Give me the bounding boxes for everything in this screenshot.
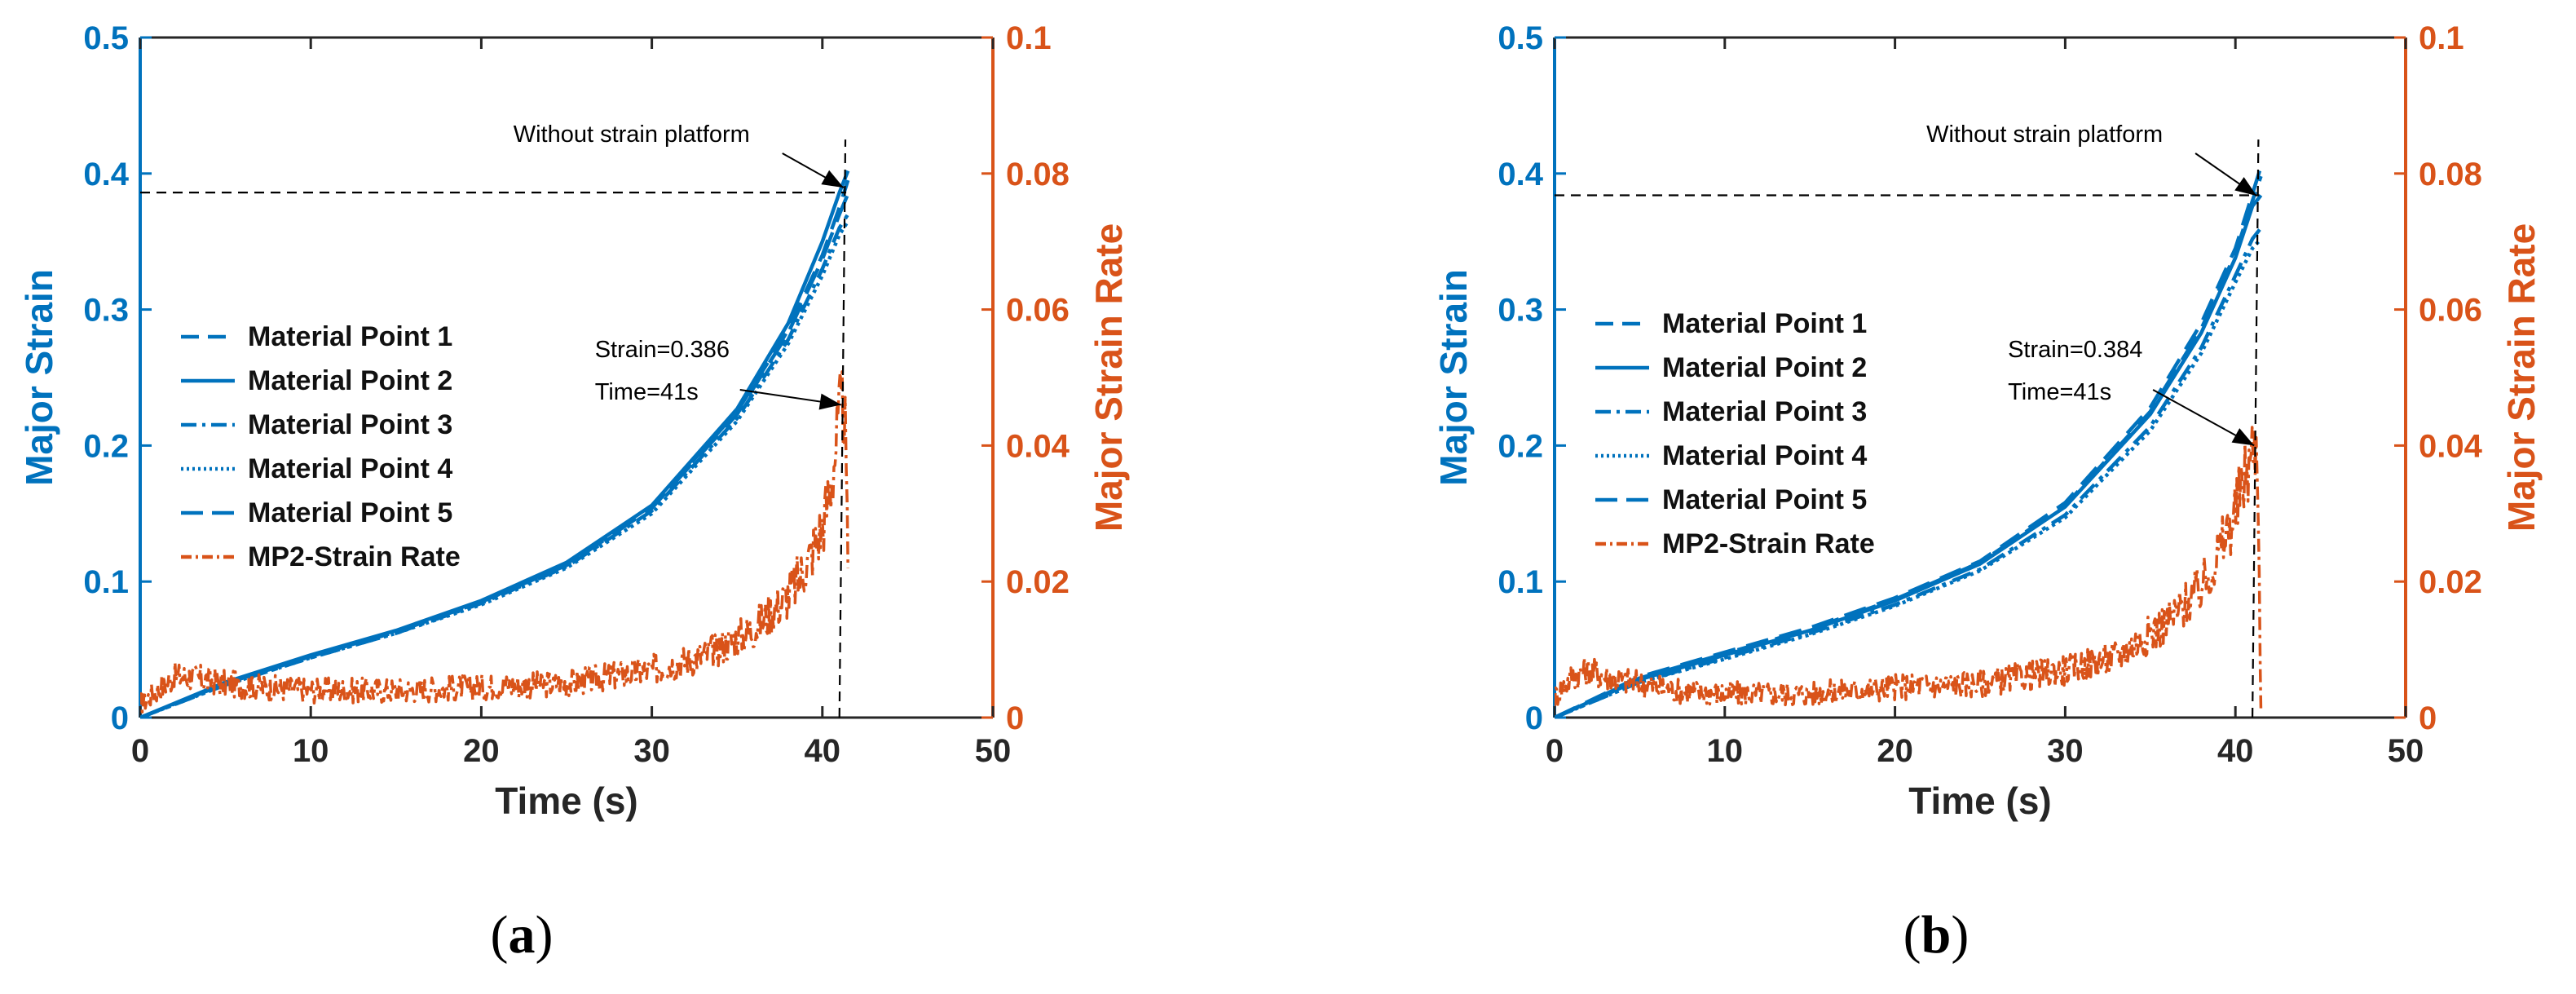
x-tick-label: 50 (975, 733, 1012, 769)
y-right-tick-label: 0.02 (2419, 564, 2482, 600)
chart-panel-b: 0 10 20 30 40 5000.10.20.30.40.500.020.040.06… (1432, 20, 2543, 965)
legend-label-1: Material Point 1 (1662, 308, 1867, 339)
y-left-tick-label: 0.4 (1498, 157, 1543, 192)
annotation-peak-arrow-head (2231, 428, 2255, 446)
series-line-2 (1555, 194, 2263, 718)
y-left-tick-label: 0.2 (1498, 428, 1543, 464)
x-tick-label: 30 (633, 733, 670, 769)
y-left-tick-label: 0.1 (1498, 564, 1543, 600)
x-tick-label: 30 (2047, 733, 2084, 769)
x-tick-label: 50 (2388, 733, 2424, 769)
y-right-tick-label: 0 (2419, 700, 2437, 736)
x-tick-label: 20 (1877, 733, 1913, 769)
panel-caption-open: ( (1903, 905, 1921, 965)
y-right-axis-title: Major Strain Rate (1087, 223, 1130, 532)
annotation-strain: Strain=0.384 (2008, 337, 2142, 363)
y-left-tick-label: 0 (1525, 700, 1543, 736)
annotation-time: Time=41s (595, 379, 699, 405)
legend-label-6: MP2-Strain Rate (248, 541, 461, 572)
x-tick-label: 20 (463, 733, 500, 769)
panel-caption-letter: b (1921, 905, 1952, 965)
chart-panel-a: 0 10 20 30 40 5000.10.20.30.40.500.020.040.06… (18, 20, 1130, 965)
panel-caption: (b) (1903, 905, 1969, 965)
y-left-tick-label: 0.1 (83, 564, 129, 600)
x-axis-title: Time (s) (1908, 780, 2052, 822)
series-line-6 (140, 370, 849, 714)
legend-label-2: Material Point 2 (248, 365, 452, 396)
annotation-strain: Strain=0.386 (595, 337, 730, 363)
annotation-platform: Without strain platform (1926, 121, 2163, 148)
y-left-axis-title: Major Strain (18, 269, 60, 486)
y-right-tick-label: 0.1 (2419, 20, 2464, 56)
y-right-tick-label: 0.08 (2419, 157, 2482, 192)
annotation-platform-arrow-head (821, 170, 844, 188)
annotation-platform-arrow-head (2234, 177, 2257, 197)
x-axis-title: Time (s) (495, 780, 638, 822)
legend-label-6: MP2-Strain Rate (1662, 528, 1875, 559)
x-tick-label: 10 (293, 733, 329, 769)
panel-caption-open: ( (491, 905, 509, 965)
x-tick-label: 10 (1707, 733, 1744, 769)
legend-label-3: Material Point 3 (1662, 396, 1867, 427)
legend-label-4: Material Point 4 (1662, 440, 1867, 471)
y-right-tick-label: 0.06 (1006, 293, 1070, 329)
panel-caption-letter: a (509, 905, 536, 965)
y-left-tick-label: 0.5 (83, 20, 129, 56)
series-line-5 (140, 192, 850, 718)
y-left-tick-label: 0.3 (83, 293, 129, 329)
plot-area (140, 170, 850, 718)
y-left-tick-label: 0.4 (83, 157, 129, 192)
legend-label-5: Material Point 5 (1662, 484, 1867, 515)
legend-label-2: Material Point 2 (1662, 352, 1867, 383)
y-right-axis-title: Major Strain Rate (2500, 223, 2543, 532)
series-line-6 (1555, 426, 2263, 711)
series-line-5 (1555, 175, 2263, 718)
panel-caption-close: ) (536, 905, 554, 965)
y-left-axis-title: Major Strain (1432, 269, 1475, 486)
time-reference-line (2251, 139, 2260, 718)
y-right-tick-label: 0.06 (2419, 293, 2482, 329)
y-left-tick-label: 0.2 (83, 428, 129, 464)
legend-label-5: Material Point 5 (248, 497, 452, 528)
panel-caption: (a) (491, 905, 554, 965)
y-left-tick-label: 0.5 (1498, 20, 1543, 56)
y-right-tick-label: 0.02 (1006, 564, 1070, 600)
legend-label-4: Material Point 4 (248, 453, 452, 484)
series-line-1 (1555, 166, 2263, 718)
y-left-tick-label: 0 (111, 700, 129, 736)
time-reference-line (838, 139, 847, 718)
annotation-peak-arrow-head (818, 393, 841, 410)
y-right-tick-label: 0.08 (1006, 157, 1070, 192)
y-right-tick-label: 0.1 (1006, 20, 1052, 56)
x-tick-label: 40 (2217, 733, 2254, 769)
legend-label-1: Material Point 1 (248, 321, 452, 352)
x-tick-label: 0 (131, 733, 149, 769)
annotation-platform: Without strain platform (514, 121, 750, 148)
x-tick-label: 0 (1546, 733, 1564, 769)
x-tick-label: 40 (805, 733, 841, 769)
annotation-time: Time=41s (2008, 379, 2111, 405)
y-right-tick-label: 0.04 (1006, 428, 1070, 464)
plot-area (1555, 166, 2263, 718)
series-line-3 (140, 213, 850, 718)
y-left-tick-label: 0.3 (1498, 293, 1543, 329)
y-right-tick-label: 0 (1006, 700, 1024, 736)
legend-label-3: Material Point 3 (248, 409, 452, 440)
y-right-tick-label: 0.04 (2419, 428, 2483, 464)
panel-caption-close: ) (1951, 905, 1969, 965)
series-line-4 (1555, 237, 2263, 718)
